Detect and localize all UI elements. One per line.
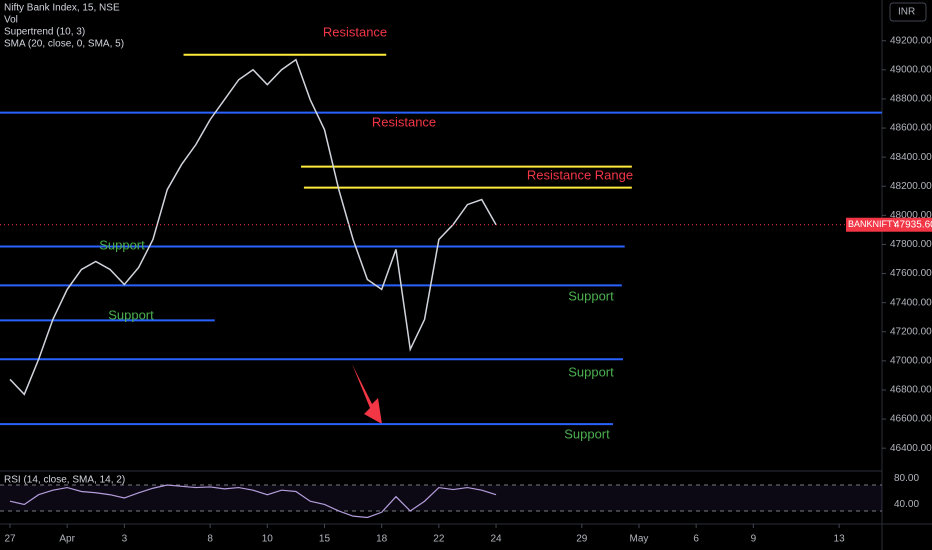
indicator: SMA (20, close, 0, SMA, 5): [4, 39, 124, 50]
last-price-label: 47935.60: [894, 219, 932, 230]
y-tick-label: 48400.00: [890, 152, 932, 163]
x-tick-label: 22: [433, 534, 445, 545]
price-axis: [882, 0, 932, 550]
x-tick-label: 8: [207, 534, 213, 545]
y-tick-label: 48200.00: [890, 181, 932, 192]
y-tick-label: 47200.00: [890, 326, 932, 337]
x-tick-label: May: [630, 534, 649, 545]
currency-box[interactable]: [889, 2, 927, 22]
rsi-tick-label: 40.00: [894, 499, 919, 510]
y-tick-label: 47600.00: [890, 268, 932, 279]
y-tick-label: 49200.00: [890, 35, 932, 46]
y-tick-label: 49000.00: [890, 64, 932, 75]
level-label: Resistance Range: [527, 167, 633, 182]
x-tick-label: 29: [576, 534, 588, 545]
y-tick-label: 47800.00: [890, 239, 932, 250]
y-tick-label: 47400.00: [890, 297, 932, 308]
currency: INR: [898, 7, 915, 18]
x-tick-label: 15: [319, 534, 331, 545]
level-label: Support: [108, 307, 154, 322]
x-tick-label: 10: [262, 534, 274, 545]
y-tick-label: 47000.00: [890, 356, 932, 367]
level-label: Support: [568, 364, 614, 379]
x-tick-label: Apr: [59, 534, 75, 545]
y-tick-label: 48600.00: [890, 123, 932, 134]
arrow: [352, 364, 382, 424]
rsi-label: RSI (14, close, SMA, 14, 2): [4, 475, 125, 486]
price-line: [9, 58, 497, 396]
rsi-line: [9, 484, 497, 519]
y-tick-label: 48800.00: [890, 94, 932, 105]
y-tick-label: 46600.00: [890, 414, 932, 425]
x-tick-label: 13: [834, 534, 846, 545]
indicator: Vol: [4, 15, 18, 26]
x-tick-label: 9: [751, 534, 757, 545]
y-tick-label: 48000.00: [890, 210, 932, 221]
rsi-tick-label: 80.00: [894, 473, 919, 484]
x-tick-label: 3: [122, 534, 128, 545]
last-price-box: [846, 217, 932, 232]
chart-title: Nifty Bank Index, 15, NSE: [4, 3, 120, 14]
x-tick-label: 18: [376, 534, 388, 545]
y-tick-label: 46400.00: [890, 443, 932, 454]
x-tick-label: 6: [693, 534, 699, 545]
symbol-label: BANKNIFTY: [848, 219, 899, 229]
level-label: Support: [99, 237, 145, 252]
indicator: Supertrend (10, 3): [4, 27, 85, 38]
x-tick-label: 24: [490, 534, 502, 545]
level-label: Support: [564, 426, 610, 441]
y-tick-label: 46800.00: [890, 385, 932, 396]
rsi-band: [0, 484, 882, 511]
level-label: Resistance: [372, 114, 436, 129]
x-tick-label: 27: [4, 534, 16, 545]
level-label: Resistance: [323, 24, 387, 39]
level-label: Support: [568, 288, 614, 303]
